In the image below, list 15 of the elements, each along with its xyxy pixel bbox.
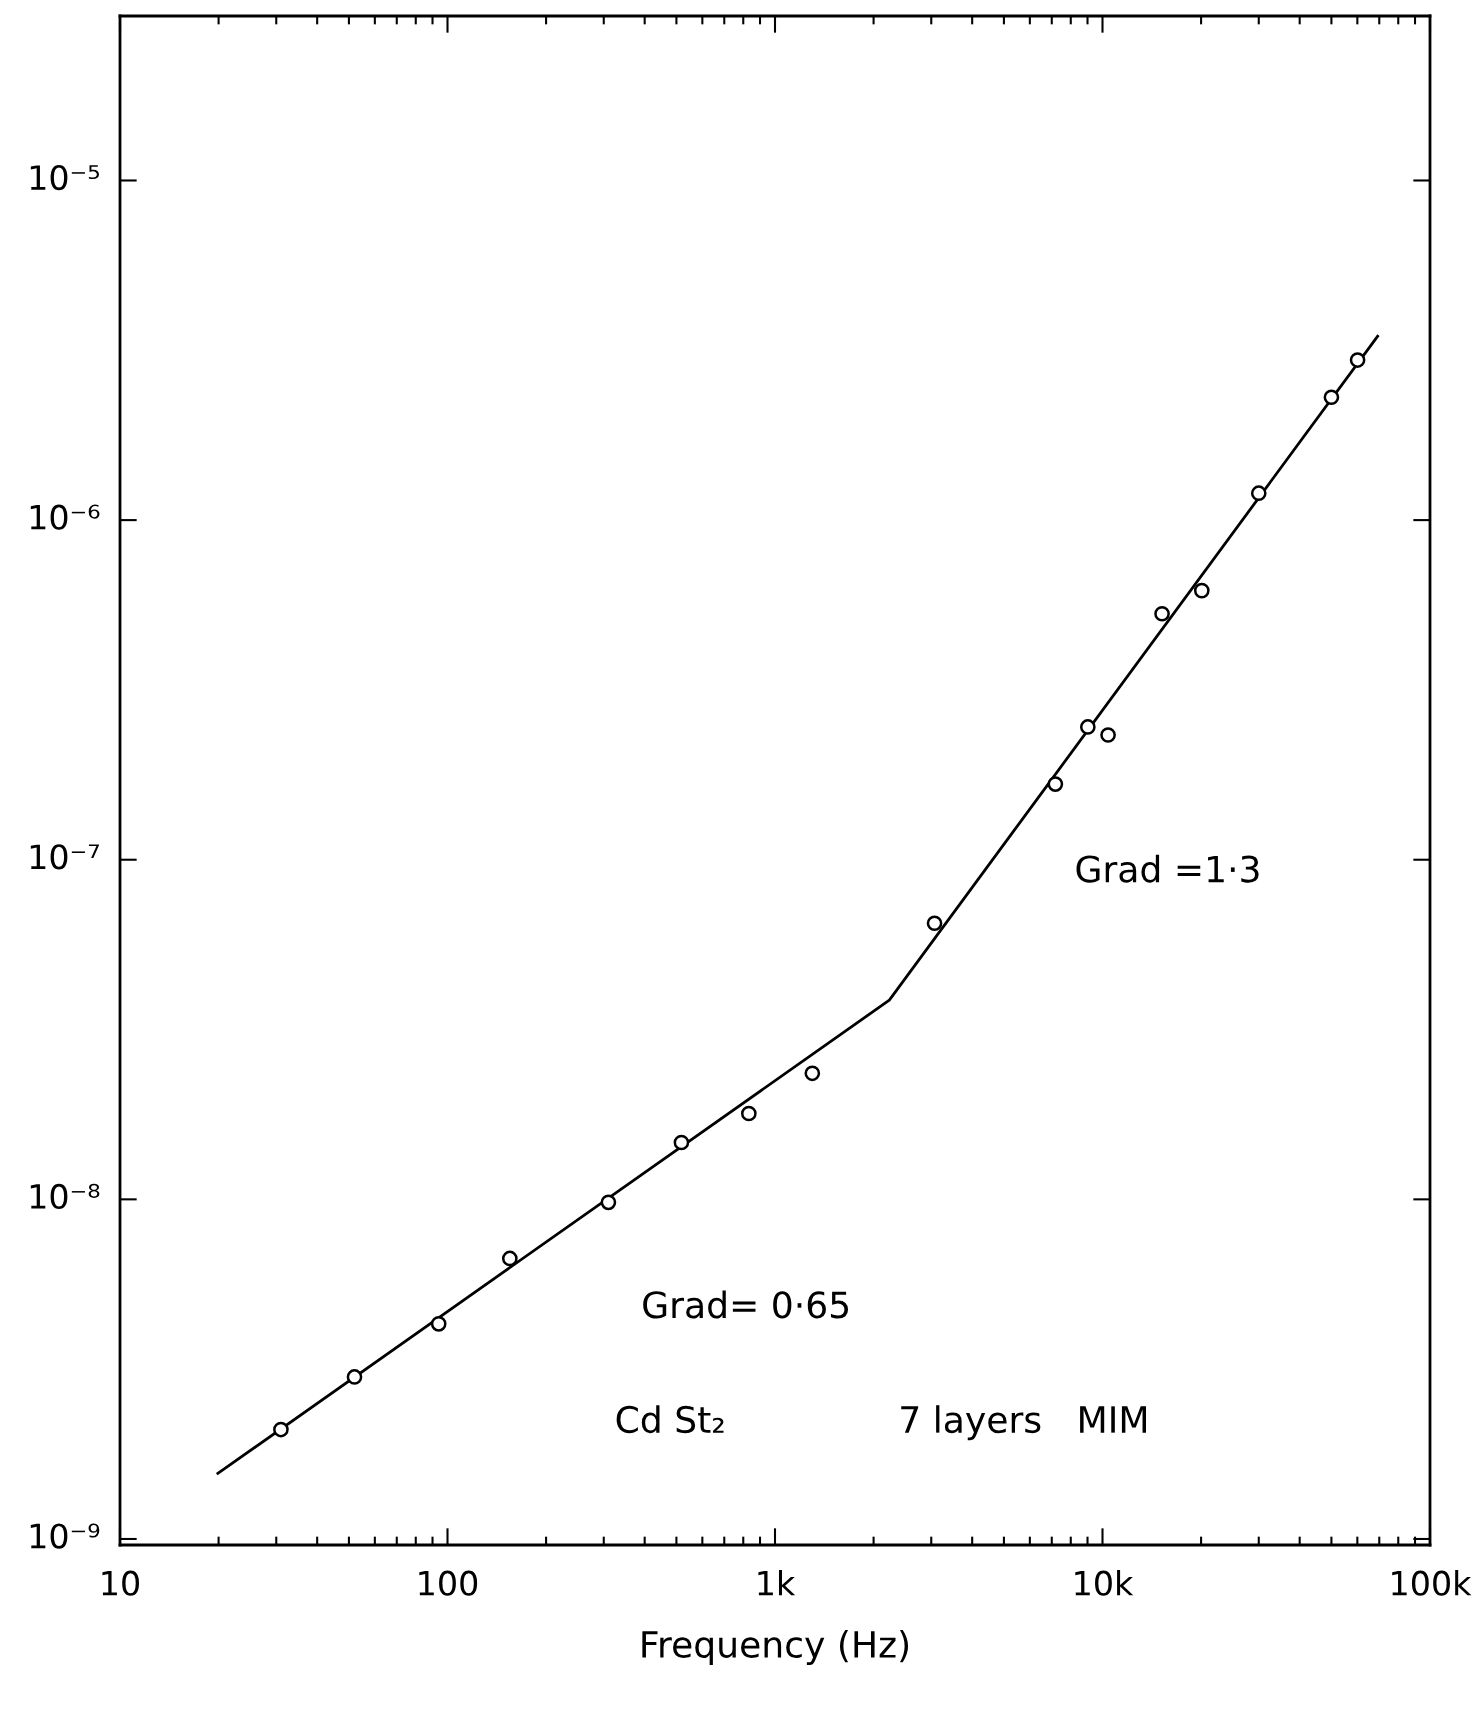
x-tick-label: 10k xyxy=(1075,1570,1134,1596)
annotation: Grad =1·3 xyxy=(1076,854,1259,883)
annotation: Grad= 0·65 xyxy=(643,1290,849,1319)
x-tick-label: 1k xyxy=(758,1570,796,1596)
y-tick-label: 10⁻⁵ xyxy=(30,164,99,191)
annotation: Cd St₂ xyxy=(616,1405,724,1434)
y-tick-label: 10⁻⁹ xyxy=(30,1523,100,1549)
x-axis-title: Frequency (Hz) xyxy=(642,1630,909,1665)
x-tick-label: 100k xyxy=(1392,1570,1472,1596)
x-tick-label: 10 xyxy=(102,1570,139,1596)
y-tick-label: 10⁻⁷ xyxy=(30,844,99,870)
x-tick-label: 100 xyxy=(419,1570,478,1596)
y-tick-label: 10⁻⁶ xyxy=(30,504,100,530)
y-tick-label: 10⁻⁸ xyxy=(30,1183,100,1210)
annotation: 7 layers MIM xyxy=(901,1405,1147,1441)
